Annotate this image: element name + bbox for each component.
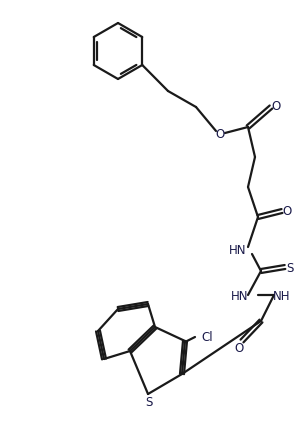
Text: O: O xyxy=(271,100,281,113)
Text: S: S xyxy=(145,396,153,409)
Text: NH: NH xyxy=(273,290,291,303)
Text: HN: HN xyxy=(229,244,247,257)
Text: HN: HN xyxy=(231,290,249,303)
Text: Cl: Cl xyxy=(201,331,213,344)
Text: S: S xyxy=(286,261,294,274)
Text: O: O xyxy=(215,128,225,141)
Text: O: O xyxy=(235,342,244,355)
Text: O: O xyxy=(282,205,291,218)
